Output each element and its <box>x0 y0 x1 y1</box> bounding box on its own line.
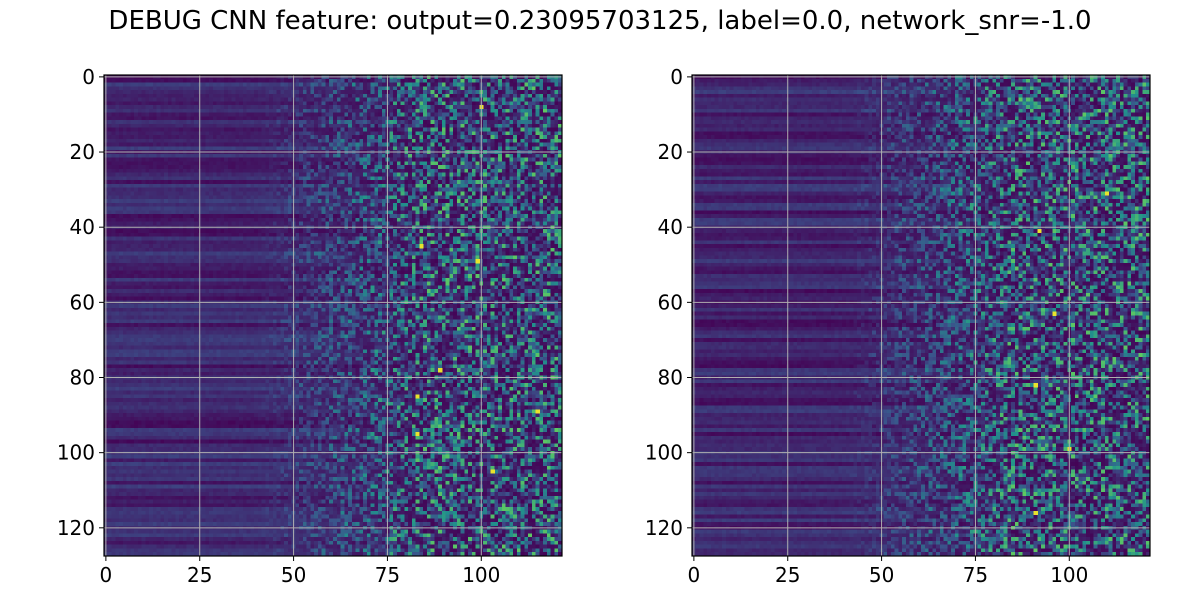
heatmap-cells <box>692 75 1151 557</box>
y-tick-label: 80 <box>658 366 683 390</box>
x-tick-label: 25 <box>187 563 212 587</box>
y-tick-label: 60 <box>70 290 95 314</box>
y-tick-label: 20 <box>658 140 683 164</box>
hotspot-cell <box>1037 229 1042 234</box>
hotspot-cell <box>1033 510 1038 516</box>
hotspot-cell <box>475 259 480 264</box>
x-tick-label: 50 <box>281 563 306 587</box>
heatmap-right: 0 25 50 75 100 0 20 40 60 80 100 120 <box>645 65 1151 587</box>
y-tick-label: 100 <box>57 441 95 465</box>
x-tick-label: 75 <box>375 563 400 587</box>
y-tick-label: 40 <box>70 215 95 239</box>
hotspot-cell <box>419 244 424 249</box>
y-tick-label: 0 <box>670 65 683 89</box>
plot-frame <box>691 74 1151 557</box>
x-tick-label: 100 <box>462 563 500 587</box>
y-tick-label: 100 <box>645 441 683 465</box>
x-tick-label: 75 <box>963 563 988 587</box>
hotspot-cell <box>1104 191 1110 196</box>
x-tick-label: 0 <box>100 563 113 587</box>
hotspot-cell <box>490 469 495 474</box>
heatmap-panel-right: 0 25 50 75 100 0 20 40 60 80 100 120 <box>588 0 1188 600</box>
y-tick-label: 120 <box>645 516 683 540</box>
heatmap-left: 0 25 50 75 100 0 20 40 60 80 100 120 <box>57 65 563 587</box>
hotspot-cell <box>1033 383 1038 388</box>
figure-title: DEBUG CNN feature: output=0.23095703125,… <box>0 6 1200 36</box>
x-tick-label: 50 <box>869 563 894 587</box>
y-tick-label: 40 <box>658 215 683 239</box>
hotspot-cell <box>535 409 540 414</box>
plot-frame <box>103 74 563 557</box>
hotspot-cell <box>438 368 443 373</box>
x-tick-label: 100 <box>1050 563 1088 587</box>
hotspot-cell <box>1052 311 1057 316</box>
hotspot-cell <box>415 394 420 399</box>
hotspot-cell <box>415 431 420 437</box>
y-tick-label: 60 <box>658 290 683 314</box>
heatmap-cells <box>104 75 563 557</box>
y-tick-label: 20 <box>70 140 95 164</box>
x-tick-label: 25 <box>775 563 800 587</box>
y-tick-label: 80 <box>70 366 95 390</box>
heatmap-panel-left: 0 25 50 75 100 0 20 40 60 80 100 120 <box>57 65 563 587</box>
x-tick-label: 0 <box>688 563 701 587</box>
y-tick-label: 120 <box>57 516 95 540</box>
y-tick-label: 0 <box>82 65 95 89</box>
